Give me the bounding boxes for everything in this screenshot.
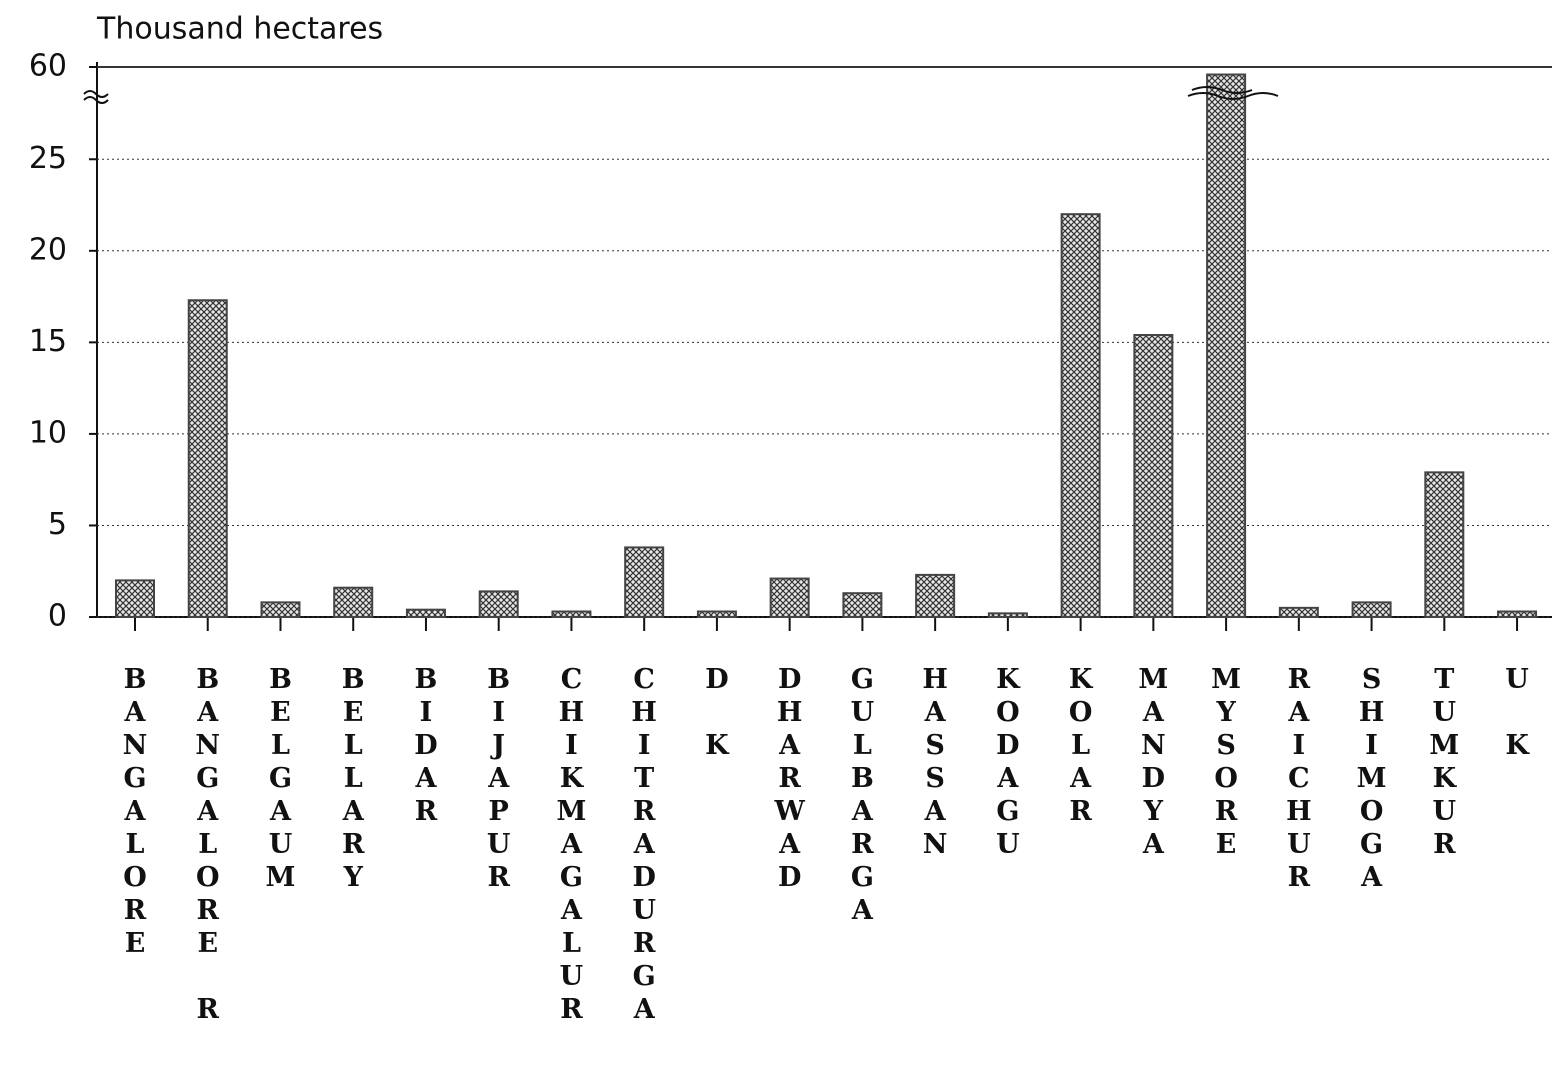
- bar: [915, 573, 956, 619]
- bar: [551, 610, 592, 618]
- bar: [987, 612, 1028, 618]
- bar: [478, 590, 519, 619]
- y-tick-label: 25: [29, 141, 67, 176]
- y-tick-label: 15: [29, 324, 67, 359]
- bar: [115, 579, 155, 619]
- bar: [260, 601, 301, 618]
- y-tick-label: 10: [29, 415, 67, 450]
- bar: [1278, 606, 1319, 619]
- y-tick-label: 20: [29, 232, 67, 267]
- bar: [624, 546, 665, 619]
- bar: [1424, 471, 1465, 618]
- bar: [187, 299, 228, 618]
- x-tick-label: D K: [705, 664, 730, 761]
- bar: [1133, 334, 1174, 618]
- bar-break: [1187, 86, 1279, 100]
- y-tick-label: 0: [48, 599, 67, 634]
- bar: [1497, 610, 1538, 618]
- y-tick-label: 5: [48, 507, 67, 542]
- y-tick-label: 60: [29, 49, 67, 84]
- axis-title: Thousand hectares: [96, 12, 383, 47]
- bar: [696, 610, 737, 618]
- bar: [842, 592, 883, 619]
- x-tick-label: U K: [1505, 664, 1530, 761]
- bar: [333, 586, 374, 618]
- bar: [1351, 601, 1392, 618]
- bar: [769, 577, 810, 619]
- bar: [1060, 213, 1101, 618]
- bar: [405, 608, 446, 619]
- bar: [1206, 73, 1247, 618]
